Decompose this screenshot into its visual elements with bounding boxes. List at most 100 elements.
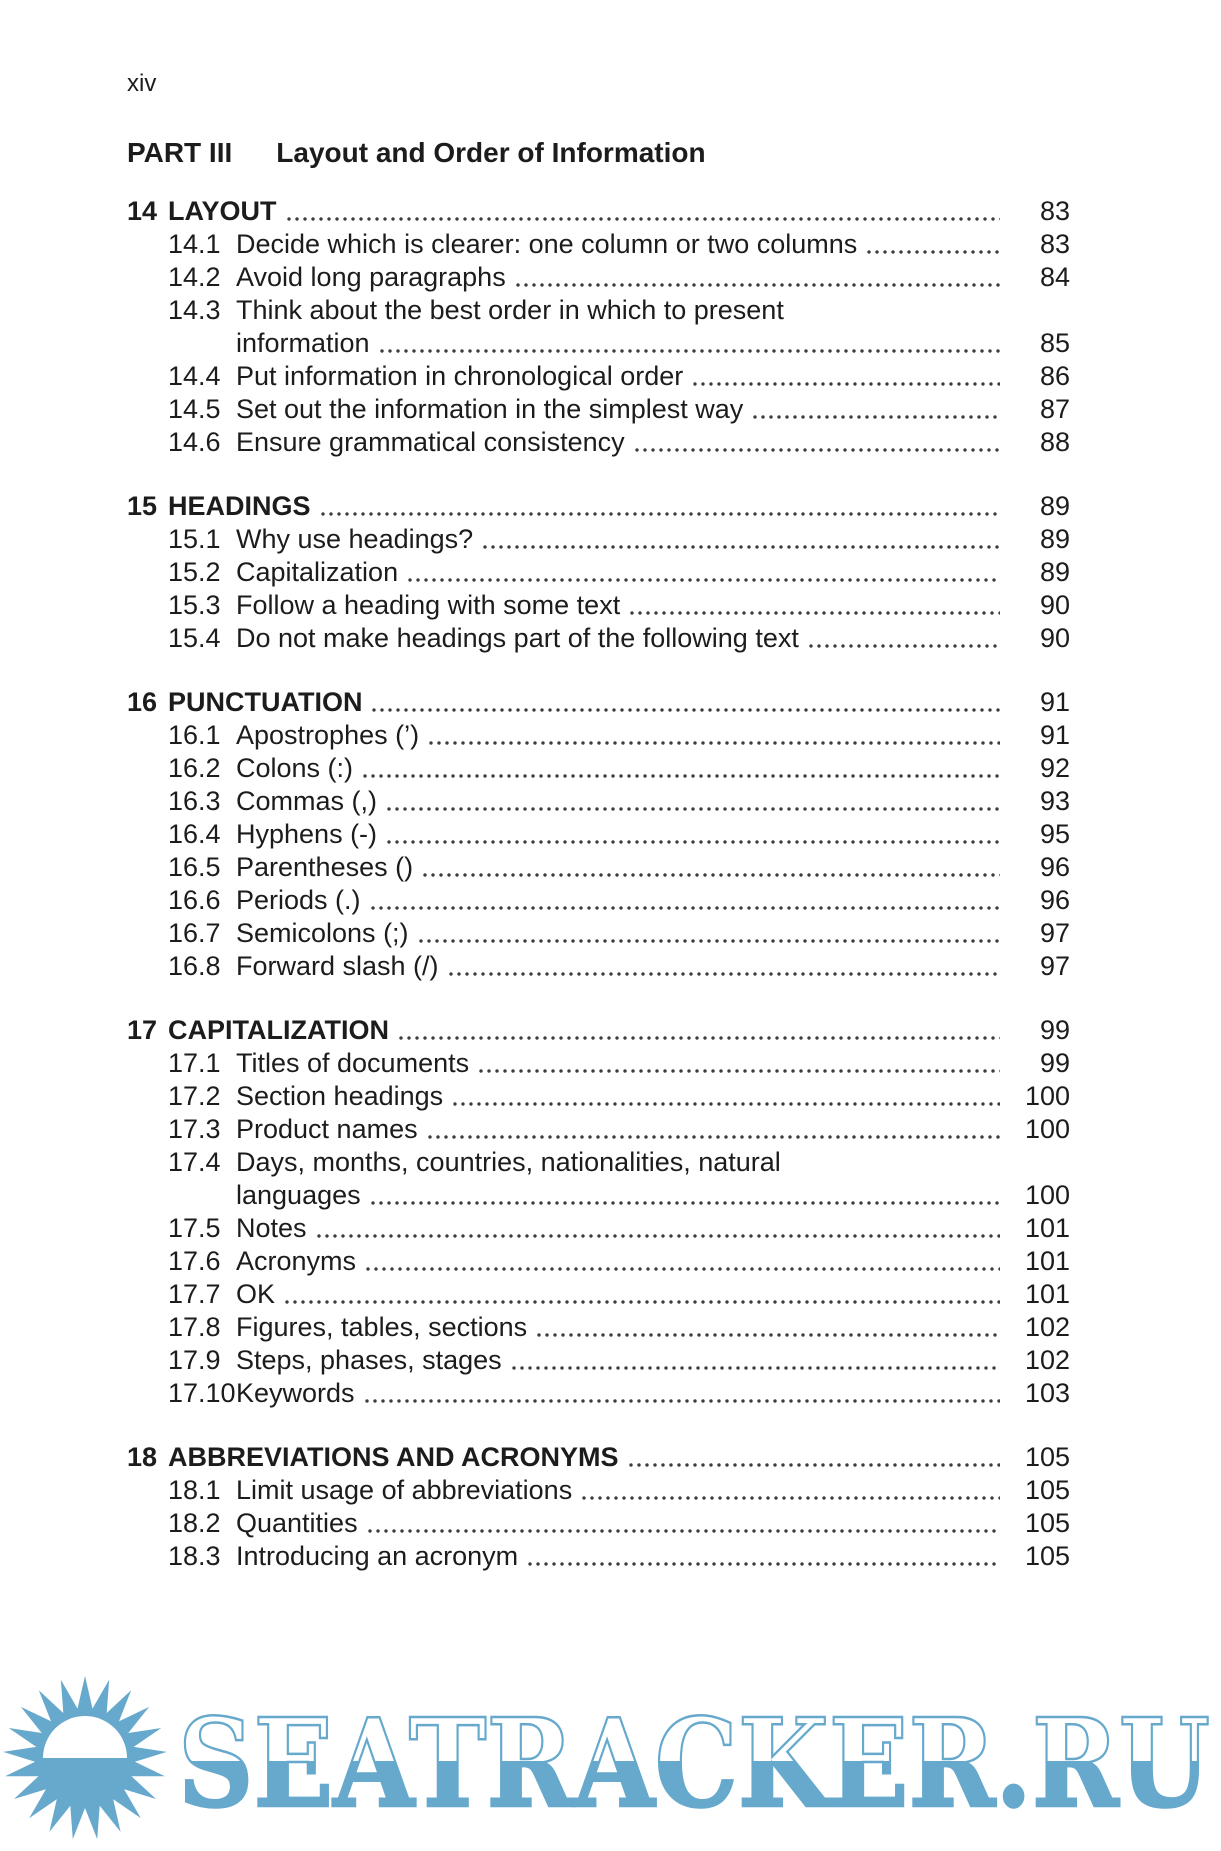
section-title: Forward slash (/) (236, 951, 439, 981)
toc-section-row: 17.2 Section headings 100 (127, 1080, 1070, 1113)
dot-leader (318, 490, 1000, 523)
toc-section-row: 15.3 Follow a heading with some text 90 (127, 589, 1070, 622)
toc-section-row: 17.8 Figures, tables, sections 102 (127, 1311, 1070, 1344)
dot-leader (416, 917, 1000, 950)
sun-top-half (43, 1716, 127, 1758)
section-number: 16.2 (168, 753, 221, 783)
dot-leader (481, 523, 1000, 556)
part-title: Layout and Order of Information (276, 137, 706, 168)
section-title: OK (236, 1279, 276, 1309)
part-heading: PART III Layout and Order of Information (127, 136, 1070, 169)
watermark: SEATRACKER.RU (0, 1648, 1221, 1851)
toc-chapter: 16 PUNCTUATION 91 16.1 Apostrophes (’) 9… (127, 686, 1070, 983)
toc-section-row: 17.5 Notes 101 (127, 1212, 1070, 1245)
section-title: Limit usage of abbreviations (236, 1475, 573, 1505)
dot-leader (425, 1113, 1000, 1146)
dot-leader (406, 556, 1000, 589)
section-number: 16.6 (168, 885, 221, 915)
chapter-title: HEADINGS (168, 491, 311, 521)
section-page: 88 (1039, 427, 1070, 457)
section-number: 14.1 (168, 229, 221, 259)
section-page: 101 (1024, 1279, 1070, 1309)
dot-leader (368, 1179, 1000, 1212)
section-number: 14.5 (168, 394, 221, 424)
dot-leader (509, 1344, 1000, 1377)
section-title: Keywords (236, 1378, 355, 1408)
dot-leader (365, 1507, 1000, 1540)
section-page: 105 (1024, 1541, 1070, 1571)
section-title: Product names (236, 1114, 418, 1144)
section-page: 105 (1024, 1475, 1070, 1505)
section-number: 17.5 (168, 1213, 221, 1243)
section-page: 100 (1024, 1180, 1070, 1210)
section-page: 89 (1039, 557, 1070, 587)
section-page: 93 (1039, 786, 1070, 816)
section-page: 86 (1039, 361, 1070, 391)
section-number: 15.2 (168, 557, 221, 587)
toc-section-row: 17.6 Acronyms 101 (127, 1245, 1070, 1278)
chapter-page: 89 (1039, 491, 1070, 521)
section-title: Titles of documents (236, 1048, 470, 1078)
section-page: 87 (1039, 394, 1070, 424)
section-page: 90 (1039, 623, 1070, 653)
section-page: 96 (1039, 852, 1070, 882)
toc-chapter-row: 16 PUNCTUATION 91 (127, 686, 1070, 719)
section-title: Do not make headings part of the followi… (236, 623, 799, 653)
chapter-number: 14 (127, 196, 158, 226)
toc-chapter-row: 14 LAYOUT 83 (127, 195, 1070, 228)
section-number: 16.1 (168, 720, 221, 750)
dot-leader (377, 327, 1000, 360)
toc-section-row: 14.2 Avoid long paragraphs 84 (127, 261, 1070, 294)
chapter-number: 17 (127, 1015, 158, 1045)
section-title: Apostrophes (’) (236, 720, 420, 750)
section-title: Avoid long paragraphs (236, 262, 506, 292)
toc-chapter: 15 HEADINGS 89 15.1 Why use headings? 89… (127, 490, 1070, 655)
toc-chapter: 14 LAYOUT 83 14.1 Decide which is cleare… (127, 195, 1070, 459)
chapter-title: LAYOUT (168, 196, 277, 226)
toc-section-row: 18.2 Quantities 105 (127, 1507, 1070, 1540)
dot-leader (526, 1540, 1000, 1573)
section-title: Semicolons (;) (236, 918, 409, 948)
section-page: 105 (1024, 1508, 1070, 1538)
section-title: Acronyms (236, 1246, 357, 1276)
toc-section-row: 17.4 Days, months, countries, nationalit… (127, 1146, 1070, 1179)
section-number: 15.1 (168, 524, 221, 554)
toc-section-row: 16.6 Periods (.) 96 (127, 884, 1070, 917)
part-label: PART III (127, 137, 233, 168)
dot-leader (451, 1080, 1000, 1113)
dot-leader (513, 261, 1000, 294)
section-page: 91 (1039, 720, 1070, 750)
section-number: 14.2 (168, 262, 221, 292)
toc-chapter-row: 17 CAPITALIZATION 99 (127, 1014, 1070, 1047)
section-page: 85 (1039, 328, 1070, 358)
toc-list: 14 LAYOUT 83 14.1 Decide which is cleare… (127, 195, 1070, 1573)
dot-leader (626, 1441, 1000, 1474)
toc-chapter: 18 ABBREVIATIONS AND ACRONYMS 105 18.1 L… (127, 1441, 1070, 1573)
section-number: 16.8 (168, 951, 221, 981)
chapter-page: 99 (1039, 1015, 1070, 1045)
dot-leader (628, 589, 1000, 622)
toc-section-row: 18.1 Limit usage of abbreviations 105 (127, 1474, 1070, 1507)
section-number: 18.2 (168, 1508, 221, 1538)
chapter-number: 16 (127, 687, 158, 717)
section-number: 17.3 (168, 1114, 221, 1144)
section-title: Figures, tables, sections (236, 1312, 528, 1342)
section-page: 92 (1039, 753, 1070, 783)
section-page: 99 (1039, 1048, 1070, 1078)
chapter-page: 105 (1024, 1442, 1070, 1472)
section-page: 103 (1024, 1378, 1070, 1408)
toc-section-row: 16.3 Commas (,) 93 (127, 785, 1070, 818)
indent-spacer (127, 1179, 236, 1212)
section-title: Quantities (236, 1508, 358, 1538)
toc-chapter: 17 CAPITALIZATION 99 17.1 Titles of docu… (127, 1014, 1070, 1410)
toc-section-row: 14.5 Set out the information in the simp… (127, 393, 1070, 426)
dot-leader (806, 622, 1000, 655)
section-number: 17.6 (168, 1246, 221, 1276)
section-number: 17.2 (168, 1081, 221, 1111)
section-number: 16.5 (168, 852, 221, 882)
dot-leader (535, 1311, 1000, 1344)
section-page: 84 (1039, 262, 1070, 292)
section-title: Capitalization (236, 557, 399, 587)
toc-section-row: 15.2 Capitalization 89 (127, 556, 1070, 589)
